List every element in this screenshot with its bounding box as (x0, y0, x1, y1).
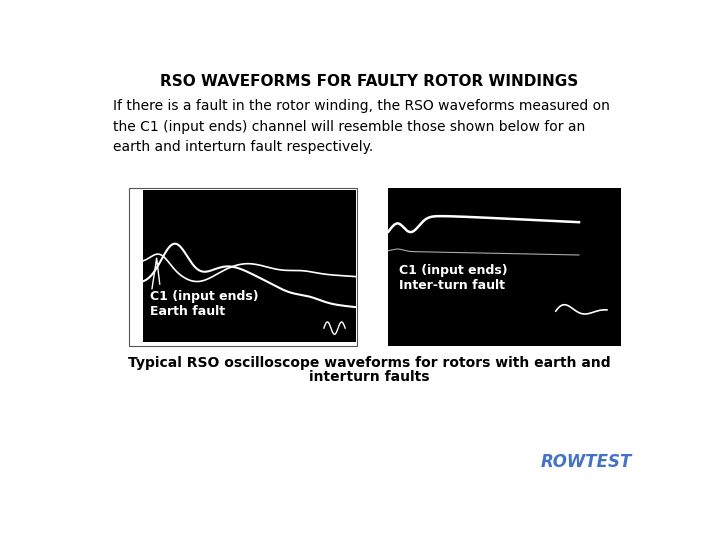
Bar (388, 188, 621, 346)
Text: Inter-turn fault: Inter-turn fault (399, 279, 505, 292)
Text: ROWTEST: ROWTEST (541, 454, 632, 471)
Text: Earth fault: Earth fault (150, 305, 225, 318)
Bar (143, 190, 356, 342)
Bar (129, 188, 357, 346)
Text: interturn faults: interturn faults (309, 370, 429, 384)
Text: If there is a fault in the rotor winding, the RSO waveforms measured on
the C1 (: If there is a fault in the rotor winding… (113, 99, 610, 153)
Text: C1 (input ends): C1 (input ends) (399, 264, 508, 277)
Text: C1 (input ends): C1 (input ends) (150, 289, 259, 302)
Text: RSO WAVEFORMS FOR FAULTY ROTOR WINDINGS: RSO WAVEFORMS FOR FAULTY ROTOR WINDINGS (160, 74, 578, 89)
Text: Typical RSO oscilloscope waveforms for rotors with earth and: Typical RSO oscilloscope waveforms for r… (127, 356, 611, 370)
